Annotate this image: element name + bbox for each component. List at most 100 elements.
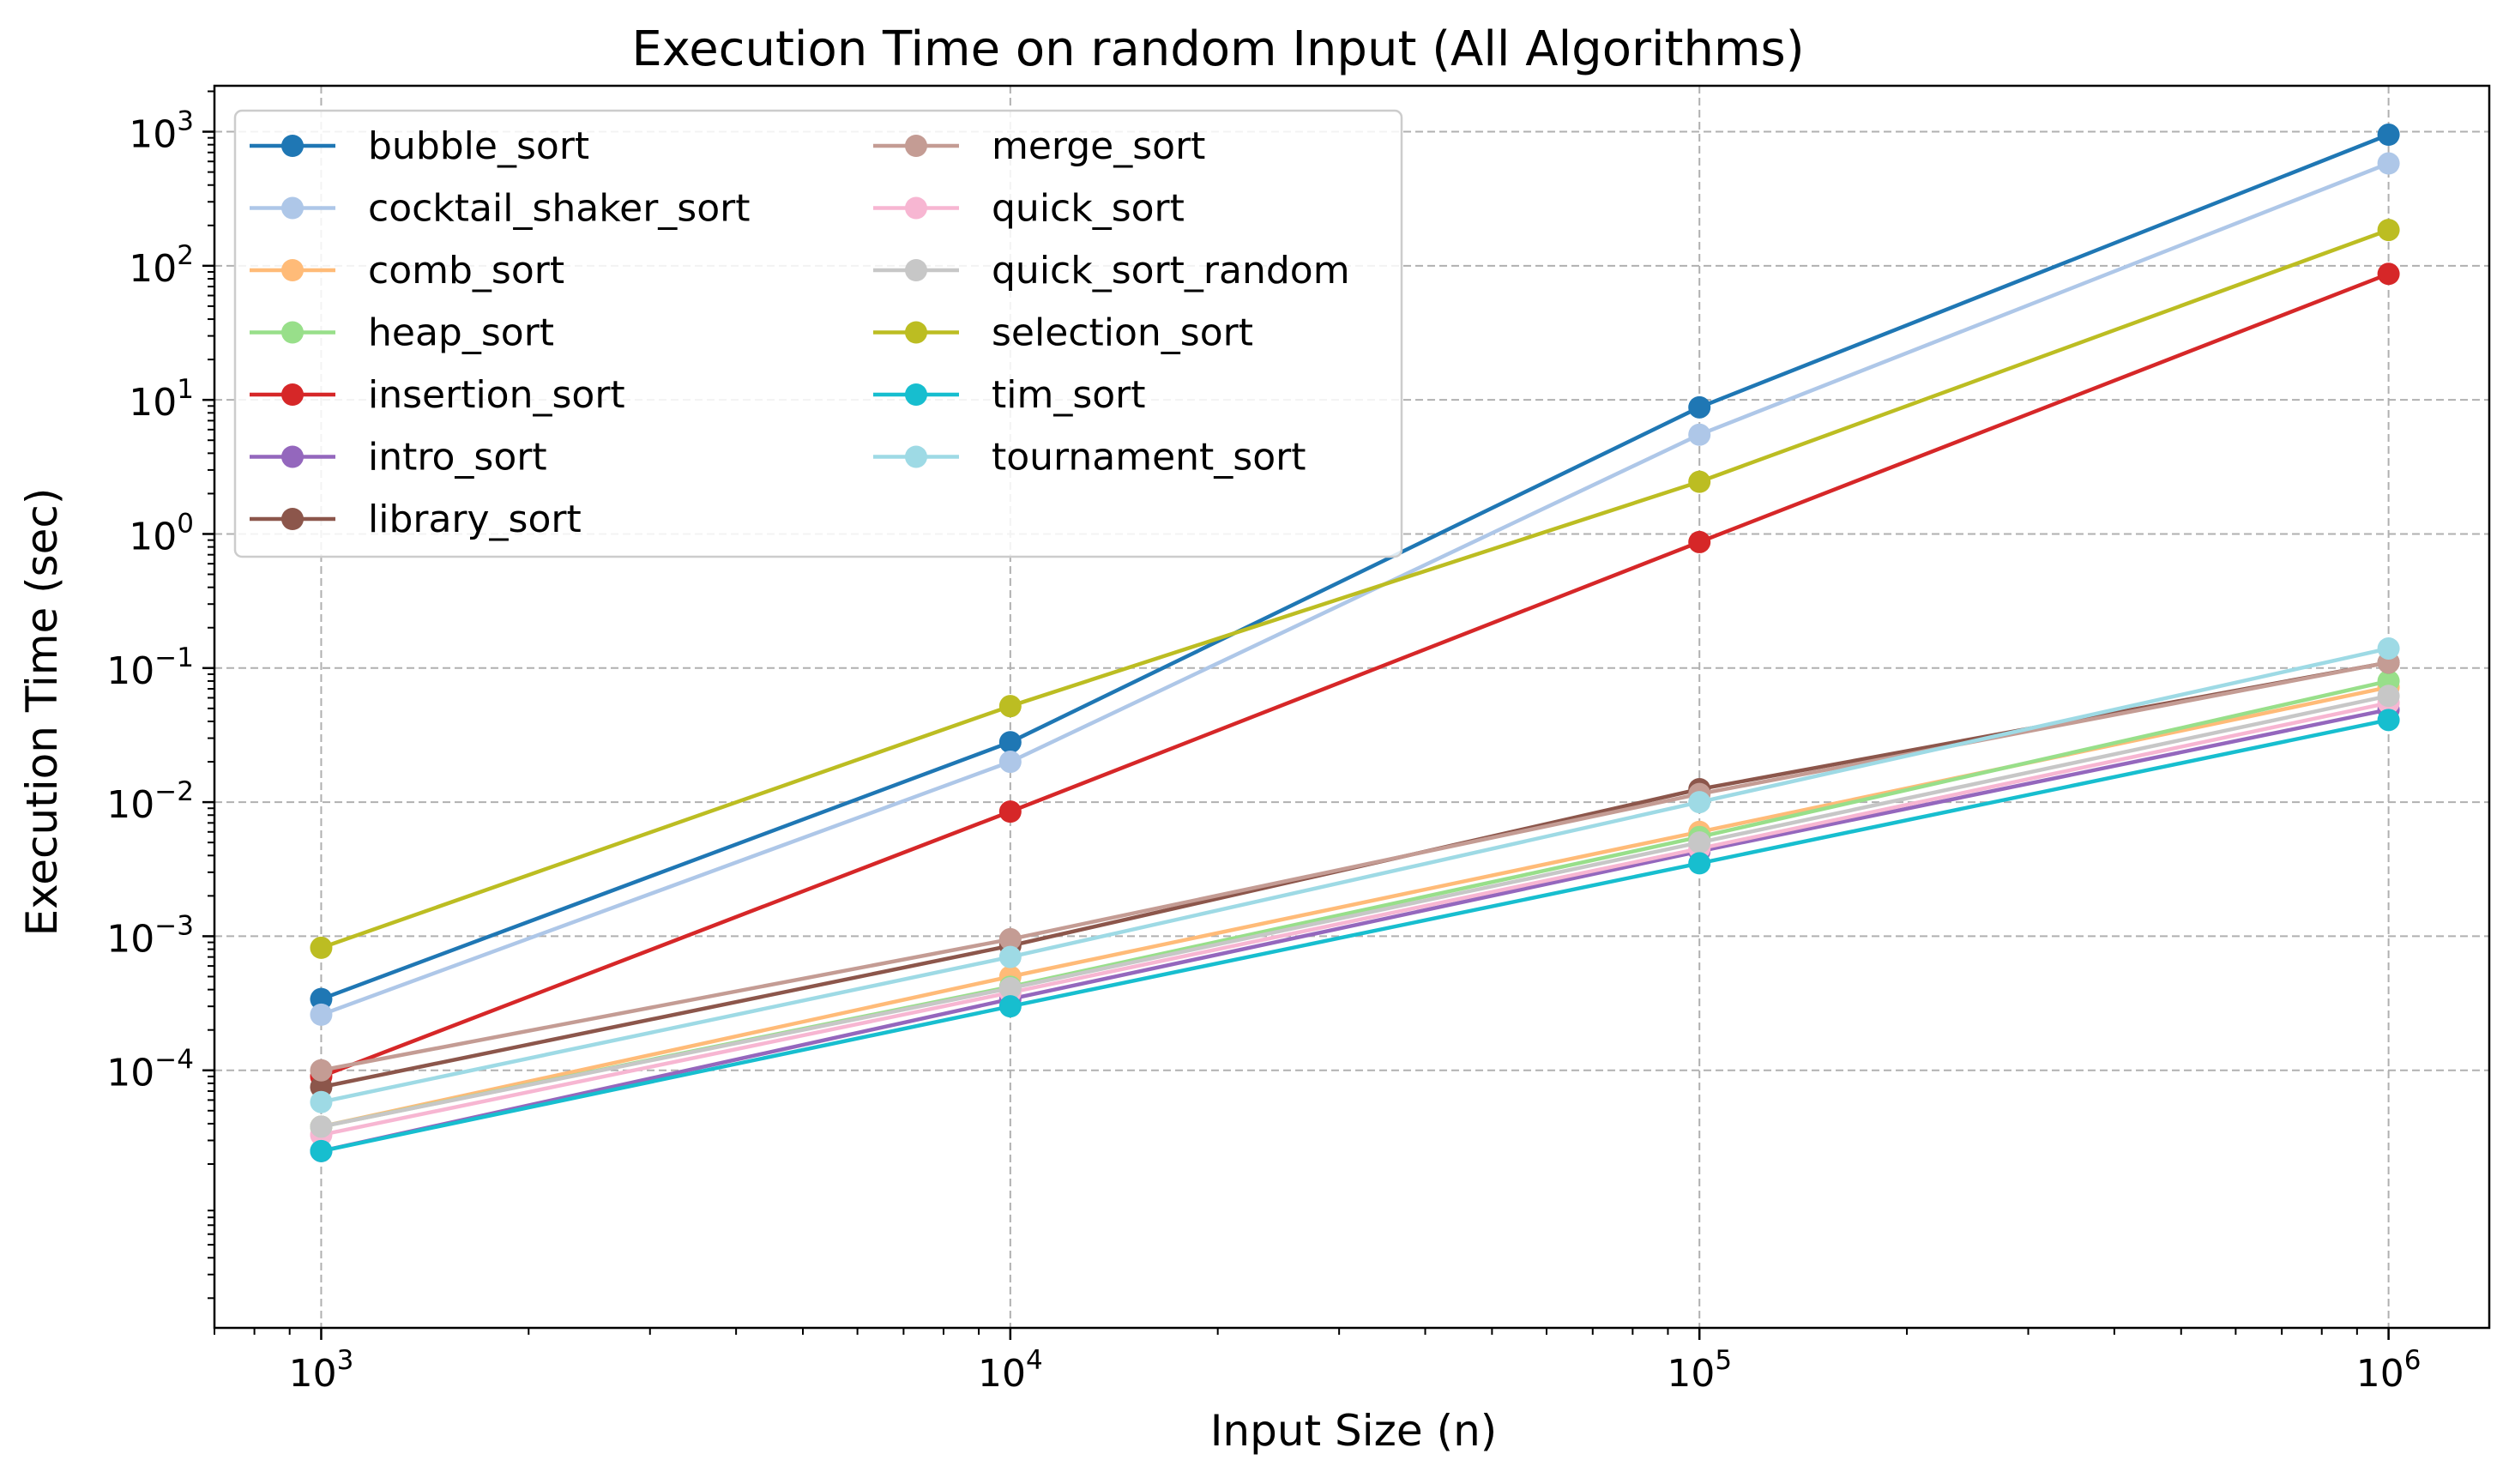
series-line [320, 693, 2390, 1129]
data-point [998, 695, 1022, 718]
data-point [1688, 470, 1711, 493]
series-line [320, 707, 2390, 1154]
series-line [320, 227, 2390, 950]
y-tick-label-exponent: −2 [154, 776, 194, 807]
legend-label: tournament_sort [992, 436, 1306, 480]
legend-label: merge_sort [992, 124, 1205, 168]
legend-label: heap_sort [368, 311, 554, 355]
legend-marker [281, 508, 304, 530]
legend: bubble_sort cocktail_shaker_sort comb_sort… [233, 109, 1403, 558]
legend-marker [905, 383, 927, 406]
y-tick-label: 10−1 [106, 642, 194, 693]
legend-marker [905, 321, 927, 344]
legend-label: library_sort [368, 498, 582, 541]
y-tick-label: 10−2 [106, 776, 194, 827]
series-line [320, 646, 2390, 1104]
legend-item: selection_sort [873, 311, 1253, 355]
data-point [1688, 791, 1711, 814]
legend-label: cocktail_shaker_sort [368, 187, 750, 231]
x-tick-label: 103 [289, 1345, 354, 1396]
series-line [320, 161, 2390, 1017]
y-axis-label: Execution Time (sec) [17, 488, 67, 937]
data-point [310, 1090, 333, 1113]
legend-item: library_sort [250, 498, 582, 541]
legend-label: selection_sort [992, 311, 1253, 355]
y-tick-label-exponent: 0 [177, 508, 194, 539]
x-tick-label: 106 [2356, 1345, 2422, 1396]
series-selection_sort [310, 219, 2400, 959]
legend-label: insertion_sort [368, 373, 625, 417]
series-quick_sort_random [310, 685, 2400, 1138]
legend-marker [905, 135, 927, 157]
data-point [998, 945, 1022, 968]
data-point [310, 1059, 333, 1082]
legend-item: merge_sort [873, 124, 1205, 168]
y-tick-label: 101 [129, 374, 194, 425]
legend-marker [905, 259, 927, 281]
legend-label: quick_sort [992, 187, 1185, 231]
legend-label: comb_sort [368, 249, 564, 293]
y-tick-label: 10−4 [106, 1045, 194, 1095]
series-tim_sort [310, 709, 2400, 1162]
x-tick-label: 105 [1667, 1345, 1732, 1396]
legend-marker [281, 135, 304, 157]
series-bubble_sort [310, 124, 2400, 1010]
legend-item: quick_sort_random [873, 249, 1350, 293]
data-point [1688, 423, 1711, 446]
x-tick-label: 104 [978, 1345, 1043, 1396]
y-tick-label: 102 [129, 240, 194, 291]
y-tick-label: 103 [129, 106, 194, 157]
series-tournament_sort [310, 636, 2400, 1113]
x-tick-label-exponent: 5 [1715, 1345, 1732, 1376]
x-tick-label-exponent: 4 [1026, 1345, 1043, 1376]
data-point [2377, 219, 2400, 242]
plot-area [213, 84, 2491, 1330]
x-axis: 103 104 105 106 [289, 1328, 2422, 1396]
data-point [2377, 685, 2400, 708]
x-tick-label-base: 10 [289, 1352, 337, 1396]
y-tick-label-base: 10 [129, 515, 177, 558]
data-point [1688, 530, 1711, 553]
data-point [1688, 395, 1711, 419]
legend-item: heap_sort [250, 311, 554, 355]
data-point [998, 800, 1022, 823]
data-point [998, 731, 1022, 754]
legend-box [233, 109, 1403, 558]
y-tick-label-exponent: −4 [154, 1045, 194, 1076]
data-point [2377, 152, 2400, 175]
data-point [998, 751, 1022, 774]
legend-marker [905, 196, 927, 220]
data-point [310, 1115, 333, 1138]
x-axis-label: Input Size (n) [1210, 1406, 1498, 1456]
data-point [2377, 636, 2400, 660]
data-point [2377, 124, 2400, 147]
data-point [2377, 709, 2400, 732]
data-point [310, 1139, 333, 1162]
series-line [320, 701, 2390, 1137]
data-point [310, 987, 333, 1010]
legend-label: quick_sort_random [992, 249, 1350, 293]
y-tick-label-exponent: 2 [177, 240, 194, 271]
legend-label: intro_sort [368, 436, 547, 480]
legend-item: comb_sort [250, 249, 564, 293]
legend-marker [281, 445, 304, 468]
legend-item: cocktail_shaker_sort [250, 187, 750, 231]
data-point [1688, 852, 1711, 875]
legend-label: tim_sort [992, 373, 1146, 417]
series-cocktail_shaker_sort [310, 152, 2400, 1026]
x-tick-label-exponent: 3 [337, 1345, 354, 1376]
y-tick-label-base: 10 [106, 783, 154, 827]
legend-item: tim_sort [873, 373, 1146, 417]
data-point [2377, 262, 2400, 286]
y-tick-label-exponent: −1 [154, 642, 194, 673]
data-point [998, 995, 1022, 1018]
data-point [310, 1003, 333, 1026]
legend-marker [281, 259, 304, 281]
y-tick-label-base: 10 [106, 1052, 154, 1095]
series-line [320, 661, 2390, 1072]
y-tick-label-exponent: 3 [177, 106, 194, 137]
legend-marker [281, 321, 304, 344]
legend-marker [281, 196, 304, 220]
minor-ticks [208, 90, 2358, 1335]
